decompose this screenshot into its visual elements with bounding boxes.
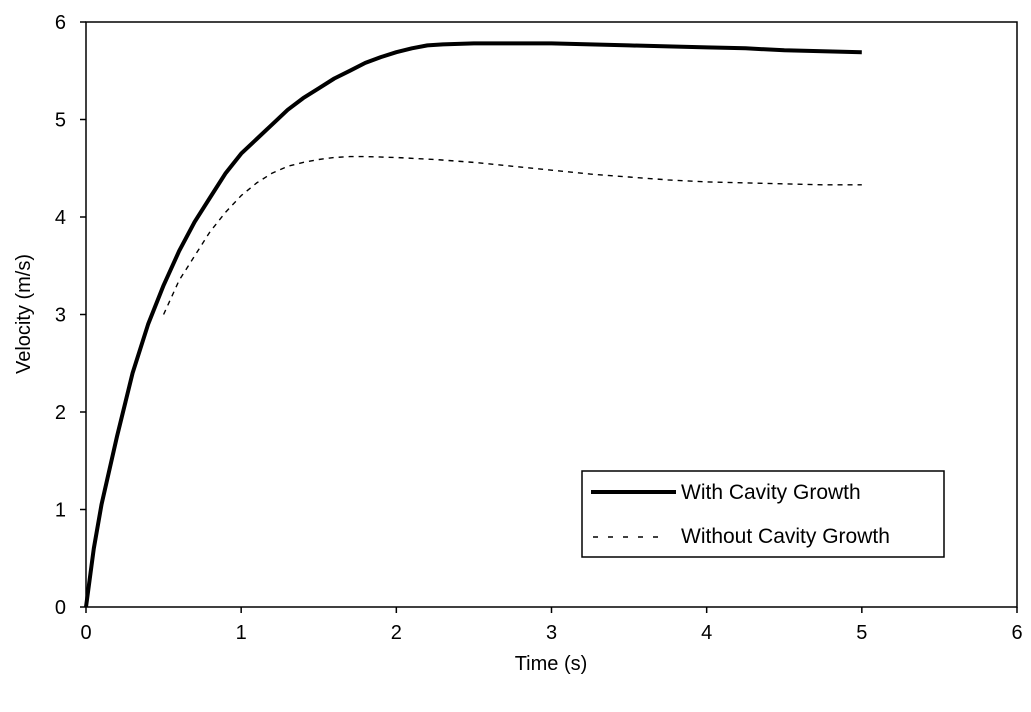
y-tick-label: 1: [55, 500, 66, 522]
x-tick-label: 2: [391, 622, 402, 644]
x-tick-label: 5: [856, 622, 867, 644]
series-line-with-cavity-growth: [84, 41, 862, 608]
y-axis-title: Velocity (m/s): [13, 254, 35, 374]
y-tick-label: 6: [55, 12, 66, 34]
legend: With Cavity Growth Without Cavity Growth: [581, 470, 945, 558]
series-line-without-cavity-growth: [162, 155, 862, 315]
x-tick-label: 3: [546, 622, 557, 644]
y-axis-ticks: 0 1 2 3 4 5 6: [55, 12, 86, 619]
series-layer: [84, 41, 862, 608]
x-tick-label: 1: [236, 622, 247, 644]
y-tick-label: 3: [55, 305, 66, 327]
x-tick-label: 4: [701, 622, 712, 644]
x-axis-title: Time (s): [515, 653, 588, 675]
legend-box: [581, 470, 945, 558]
legend-label-without-cavity-growth: Without Cavity Growth: [681, 525, 890, 548]
y-tick-label: 2: [55, 402, 66, 424]
legend-label-with-cavity-growth: With Cavity Growth: [681, 481, 861, 504]
x-tick-label: 6: [1011, 622, 1022, 644]
x-tick-label: 0: [80, 622, 91, 644]
x-axis-ticks: 0 1 2 3 4 5 6: [80, 607, 1023, 644]
y-tick-label: 0: [55, 597, 66, 619]
y-tick-label: 4: [55, 207, 66, 229]
y-tick-label: 5: [55, 110, 66, 132]
